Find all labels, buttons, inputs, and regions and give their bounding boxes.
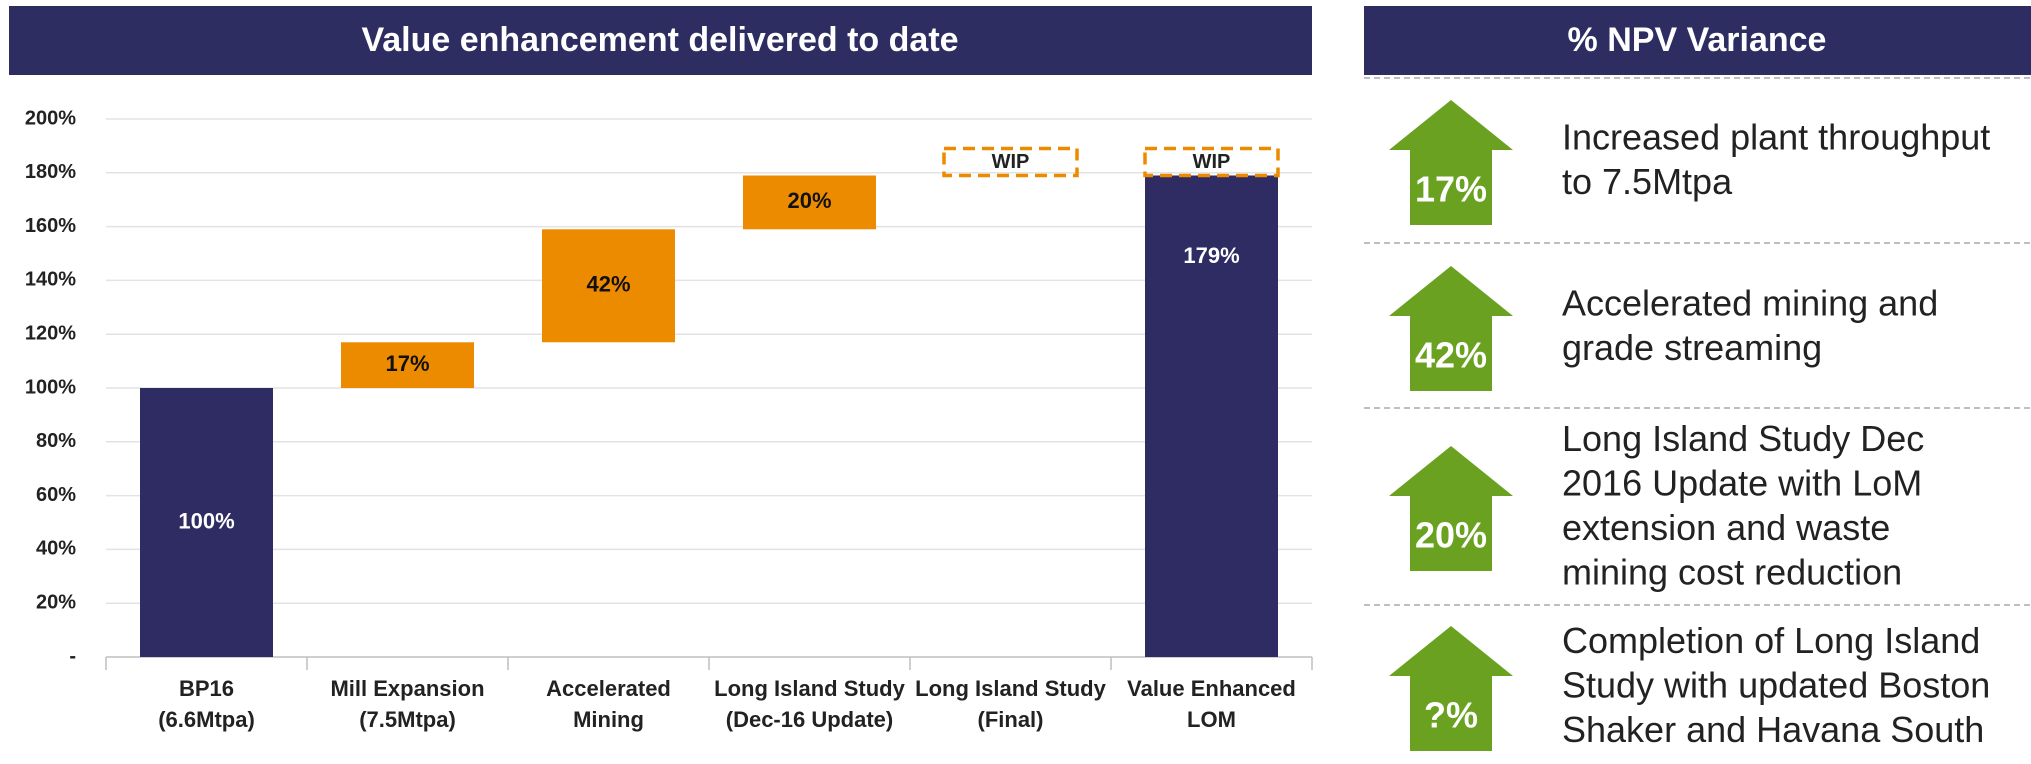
x-tick-label: Accelerated Mining [546, 676, 671, 732]
x-tick-label: Long Island Study (Dec-16 Update) [714, 676, 905, 732]
arrow-icon [1389, 100, 1513, 225]
bar [1145, 175, 1278, 658]
data-label: 20% [787, 188, 831, 213]
y-tick-label: 60% [36, 484, 76, 506]
y-tick-label: 120% [25, 322, 76, 344]
y-tick-label: 80% [36, 430, 76, 452]
variance-value: 42% [1415, 335, 1487, 376]
y-tick-label: 140% [25, 269, 76, 291]
title-bar [9, 6, 1312, 75]
variance-text: Study with updated Boston [1562, 665, 1990, 706]
y-tick-label: 40% [36, 538, 76, 560]
variance-text: 2016 Update with LoM [1562, 462, 1922, 503]
variance-text: Completion of Long Island [1562, 620, 1980, 661]
x-tick-label: Value Enhanced LOM [1127, 676, 1296, 732]
y-tick-label: 180% [25, 161, 76, 183]
wip-box [942, 146, 1079, 178]
wip-box [1143, 146, 1280, 178]
x-tick-label: Long Island Study (Final) [915, 676, 1106, 732]
data-label: 179% [1183, 243, 1239, 268]
variance-value: ?% [1424, 695, 1478, 736]
arrow-icon [1389, 266, 1513, 391]
panel-title: % NPV Variance [1568, 21, 1827, 59]
arrow-icon [1389, 446, 1513, 571]
data-label: 100% [178, 508, 234, 533]
variance-text: Long Island Study Dec [1562, 418, 1924, 459]
variance-text: grade streaming [1562, 327, 1822, 368]
data-label: 17% [385, 351, 429, 376]
x-tick-label: BP16 (6.6Mtpa) [158, 676, 255, 732]
arrow-icon [1389, 626, 1513, 751]
variance-value: 17% [1415, 169, 1487, 210]
x-tick-label: Mill Expansion (7.5Mtpa) [330, 676, 484, 732]
bar [341, 342, 474, 388]
variance-value: 20% [1415, 515, 1487, 556]
annotation: WIP [1193, 151, 1231, 173]
variance-text: to 7.5Mtpa [1562, 161, 1733, 202]
annotation: WIP [992, 151, 1030, 173]
variance-text: Shaker and Havana South [1562, 709, 1984, 750]
chart-title: Value enhancement delivered to date [361, 21, 958, 59]
variance-text: Increased plant throughput [1562, 116, 1990, 157]
bar [542, 229, 675, 343]
variance-text: extension and waste [1562, 507, 1890, 548]
y-tick-label: 20% [36, 591, 76, 613]
y-tick-label: - [69, 645, 76, 667]
panel-title-bar [1364, 6, 2031, 75]
variance-text: mining cost reduction [1562, 551, 1902, 592]
bar [140, 388, 273, 657]
y-tick-label: 100% [25, 376, 76, 398]
y-tick-label: 200% [25, 107, 76, 129]
bar [743, 175, 876, 230]
data-label: 42% [586, 272, 630, 297]
y-tick-label: 160% [25, 215, 76, 237]
variance-text: Accelerated mining and [1562, 282, 1938, 323]
